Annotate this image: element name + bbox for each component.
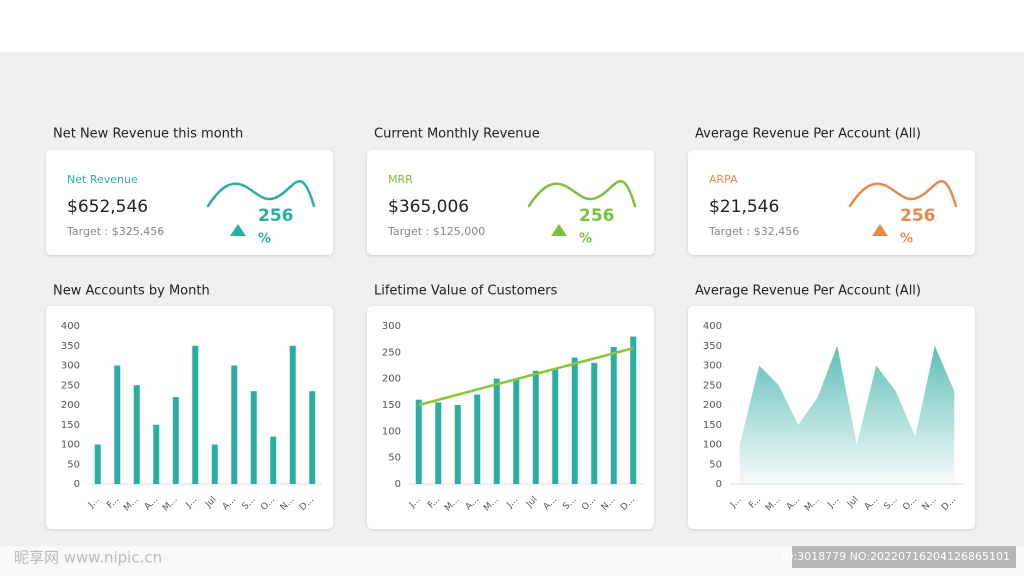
sparkline [527, 180, 637, 208]
y-tick-label: 50 [388, 453, 401, 464]
bar [192, 345, 199, 484]
kpi-unit: % [900, 232, 913, 247]
y-tick-label: 250 [703, 380, 722, 391]
kpi-target: Target : $125,000 [387, 225, 485, 238]
kpi-target: Target : $32,456 [708, 225, 799, 238]
kpi-card [688, 150, 975, 255]
y-tick-label: 150 [703, 420, 722, 431]
kpi-label: ARPA [709, 173, 738, 186]
sparkline [206, 180, 316, 208]
bar [532, 370, 539, 484]
bar [591, 362, 598, 484]
y-tick-label: 400 [703, 321, 722, 332]
y-tick-label: 50 [67, 459, 80, 470]
bar [133, 385, 140, 484]
y-tick-label: 250 [61, 380, 80, 391]
bar [610, 347, 617, 484]
y-tick-label: 0 [74, 479, 80, 490]
bar [172, 397, 179, 484]
y-tick-label: 150 [382, 400, 401, 411]
card-title: Net New Revenue this month [53, 127, 243, 142]
trend-line [418, 346, 634, 407]
kpi-target: Target : $325,456 [66, 225, 164, 238]
y-tick-label: 100 [382, 426, 401, 437]
y-tick-label: 150 [61, 420, 80, 431]
y-tick-label: 400 [61, 321, 80, 332]
bar [435, 402, 442, 484]
y-tick-label: 100 [703, 440, 722, 451]
y-tick-label: 200 [61, 400, 80, 411]
bar [270, 436, 277, 484]
kpi-card [46, 150, 333, 255]
top-bar [0, 0, 1024, 52]
bar [153, 424, 160, 484]
bar [513, 378, 520, 484]
y-tick-label: 50 [709, 459, 722, 470]
area [739, 345, 955, 484]
sparkline [848, 180, 958, 208]
bar [415, 399, 422, 484]
kpi-value: $652,546 [67, 197, 148, 217]
bar [211, 444, 218, 484]
kpi-change: 256 [258, 206, 294, 226]
kpi-label: MRR [388, 173, 413, 186]
kpi-unit: % [579, 232, 592, 247]
kpi-label: Net Revenue [67, 173, 138, 186]
card-title: Average Revenue Per Account (All) [695, 127, 921, 142]
y-tick-label: 300 [382, 321, 401, 332]
kpi-unit: % [258, 232, 271, 247]
watermark-id-box [792, 546, 1016, 568]
bar [454, 405, 461, 484]
kpi-value: $365,006 [388, 197, 469, 217]
y-tick-label: 100 [61, 440, 80, 451]
up-triangle [551, 224, 567, 236]
y-tick-label: 300 [703, 361, 722, 372]
card-title: Average Revenue Per Account (All) [695, 284, 921, 299]
bar [630, 336, 637, 484]
card-title: Lifetime Value of Customers [374, 284, 558, 299]
y-tick-label: 200 [703, 400, 722, 411]
bar [474, 394, 481, 484]
bar [552, 368, 559, 484]
y-tick-label: 200 [382, 374, 401, 385]
bar [289, 345, 296, 484]
kpi-card [367, 150, 654, 255]
card-title: New Accounts by Month [53, 284, 210, 299]
card-title: Current Monthly Revenue [374, 127, 540, 142]
up-triangle [230, 224, 246, 236]
kpi-change: 256 [579, 206, 615, 226]
kpi-change: 256 [900, 206, 936, 226]
bar [309, 391, 316, 484]
up-triangle [872, 224, 888, 236]
bar [231, 365, 238, 484]
y-tick-label: 250 [382, 347, 401, 358]
y-tick-label: 350 [703, 341, 722, 352]
y-tick-label: 300 [61, 361, 80, 372]
bar [493, 378, 500, 484]
y-tick-label: 0 [395, 479, 401, 490]
bar [571, 357, 578, 484]
bar [250, 391, 257, 484]
y-tick-label: 0 [716, 479, 722, 490]
bar [114, 365, 121, 484]
kpi-value: $21,546 [709, 197, 779, 217]
y-tick-label: 350 [61, 341, 80, 352]
watermark-site: 昵享网 www.nipic.cn [14, 549, 162, 567]
bar [94, 444, 101, 484]
watermark-id: ID:3018779 NO:20220716204126865101 [782, 550, 1010, 563]
